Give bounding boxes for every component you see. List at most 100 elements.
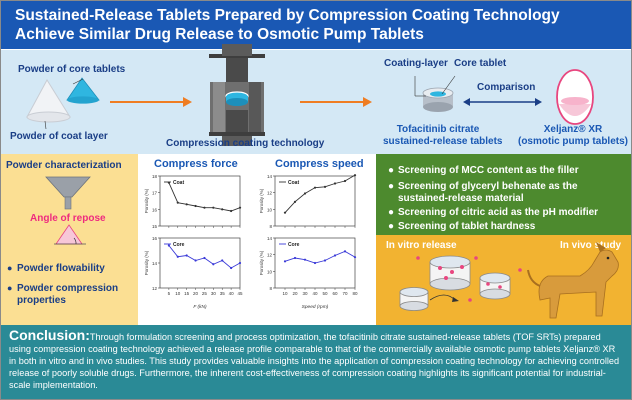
in-vitro-label: In vitro release	[386, 240, 457, 251]
conclusion-paragraph: Conclusion:Through formulation screening…	[9, 327, 625, 391]
y-tick-label: 16	[152, 207, 158, 212]
data-point	[185, 254, 188, 257]
conclusion-text: Through formulation screening and proces…	[9, 332, 620, 390]
x-tick-label: 5	[168, 291, 171, 296]
screening-item: ● Screening of citric acid as the pH mod…	[388, 207, 628, 219]
title-banner: Sustained-Release Tablets Prepared by Co…	[1, 1, 631, 49]
data-point	[313, 261, 317, 265]
data-point	[343, 250, 347, 253]
screening-item: ● Screening of MCC content as the filler	[388, 165, 628, 177]
data-point	[194, 204, 197, 208]
dissolution-vessel-icon	[479, 272, 511, 300]
legend-label: Core	[173, 242, 185, 248]
series-line	[284, 174, 356, 213]
data-point	[303, 192, 307, 195]
x-tick-label: 60	[332, 291, 338, 296]
compression-label: Compression coating technology	[166, 138, 325, 149]
y-axis-label: Porosity (%)	[144, 250, 149, 275]
compression-press-icon	[209, 44, 265, 146]
x-tick-label: 20	[193, 291, 199, 296]
bullet-icon: ●	[7, 283, 13, 293]
y-tick-label: 16	[152, 236, 158, 241]
y-tick-label: 12	[267, 253, 273, 258]
data-point	[230, 209, 233, 213]
x-tick-label: 70	[342, 291, 348, 296]
in-vivo-label: In vivo study	[560, 240, 622, 251]
tofacitinib-label: Tofacitinib citrate sustained-release ta…	[383, 124, 503, 148]
y-tick-label: 14	[152, 261, 158, 266]
data-point	[176, 255, 179, 258]
data-point	[185, 203, 188, 206]
data-point	[176, 201, 179, 204]
data-point	[167, 244, 170, 247]
screening-item-text: Screening of tablet hardness	[398, 221, 536, 232]
data-point	[353, 256, 357, 259]
x-tick-label: 40	[229, 291, 235, 296]
process-arrow-icon	[110, 97, 192, 107]
data-point	[238, 261, 242, 265]
powder-item: Powder compression properties	[17, 283, 119, 306]
x-tick-label: 15	[184, 291, 190, 296]
xeljanz-label-line1: Xeljanz® XR	[543, 124, 603, 135]
data-point	[303, 258, 307, 261]
data-point	[212, 263, 215, 266]
x-tick-label: 45	[237, 291, 243, 296]
conclusion-panel: Conclusion:Through formulation screening…	[1, 325, 631, 399]
plot-area	[159, 175, 241, 227]
bullet-icon: ●	[7, 263, 13, 273]
powder-characterization-title: Powder characterization	[6, 160, 122, 171]
y-tick-label: 8	[269, 286, 272, 291]
coat-powder-cone-icon	[26, 79, 71, 123]
data-point	[353, 174, 357, 177]
dissolution-vessel-icon	[429, 255, 471, 291]
data-point	[238, 206, 242, 209]
y-axis-label: Porosity (%)	[144, 188, 149, 213]
data-point	[293, 200, 297, 203]
y-tick-label: 10	[267, 269, 273, 274]
series-line	[284, 250, 356, 264]
process-arrow-icon	[300, 97, 372, 107]
data-point	[283, 211, 287, 214]
dissolution-vessel-icon	[399, 287, 429, 311]
y-axis-label: Porosity (%)	[259, 188, 264, 213]
powder-item: Powder flowability	[17, 263, 105, 274]
osmotic-pump-tablet-icon	[556, 69, 594, 125]
y-axis-label: Porosity (%)	[259, 250, 264, 275]
tofacitinib-label-line2: sustained-release tablets	[383, 136, 503, 147]
screening-panel	[376, 154, 631, 235]
y-tick-label: 17	[152, 191, 158, 196]
y-tick-label: 14	[267, 174, 273, 179]
legend-label: Core	[288, 242, 300, 248]
data-point	[203, 206, 206, 209]
core-tablet-label: Core tablet	[454, 58, 507, 69]
y-tick-label: 8	[269, 224, 272, 229]
screening-item-text: Screening of citric acid as the pH modif…	[398, 207, 599, 218]
coat-powder-label: Powder of coat layer	[10, 131, 108, 142]
plot-area	[274, 175, 356, 227]
data-point	[194, 259, 197, 262]
chart-title-speed: Compress speed	[275, 158, 364, 170]
bullet-icon: ●	[388, 221, 395, 232]
comparison-arrow-icon	[463, 98, 542, 106]
tofacitinib-label-line1: Tofacitinib citrate	[396, 124, 480, 135]
conclusion-lead: Conclusion:	[9, 327, 90, 343]
x-tick-label: 50	[322, 291, 328, 296]
y-tick-label: 12	[267, 191, 273, 196]
plot-area	[159, 237, 241, 289]
xeljanz-label-line2: (osmotic pump tablets)	[517, 136, 628, 147]
data-point	[293, 256, 297, 260]
data-point	[230, 266, 233, 270]
y-tick-label: 15	[152, 224, 158, 229]
bullet-icon: ●	[388, 181, 395, 192]
coated-tablet-icon	[414, 75, 456, 112]
x-tick-label: 35	[220, 291, 226, 296]
screening-item: ● Screening of tablet hardness	[388, 221, 628, 233]
data-point	[313, 186, 317, 189]
x-tick-label: 10	[175, 291, 181, 296]
x-tick-label: 30	[211, 291, 217, 296]
core-powder-label: Powder of core tablets	[18, 64, 126, 75]
dog-icon	[527, 242, 619, 319]
y-tick-label: 12	[152, 286, 158, 291]
